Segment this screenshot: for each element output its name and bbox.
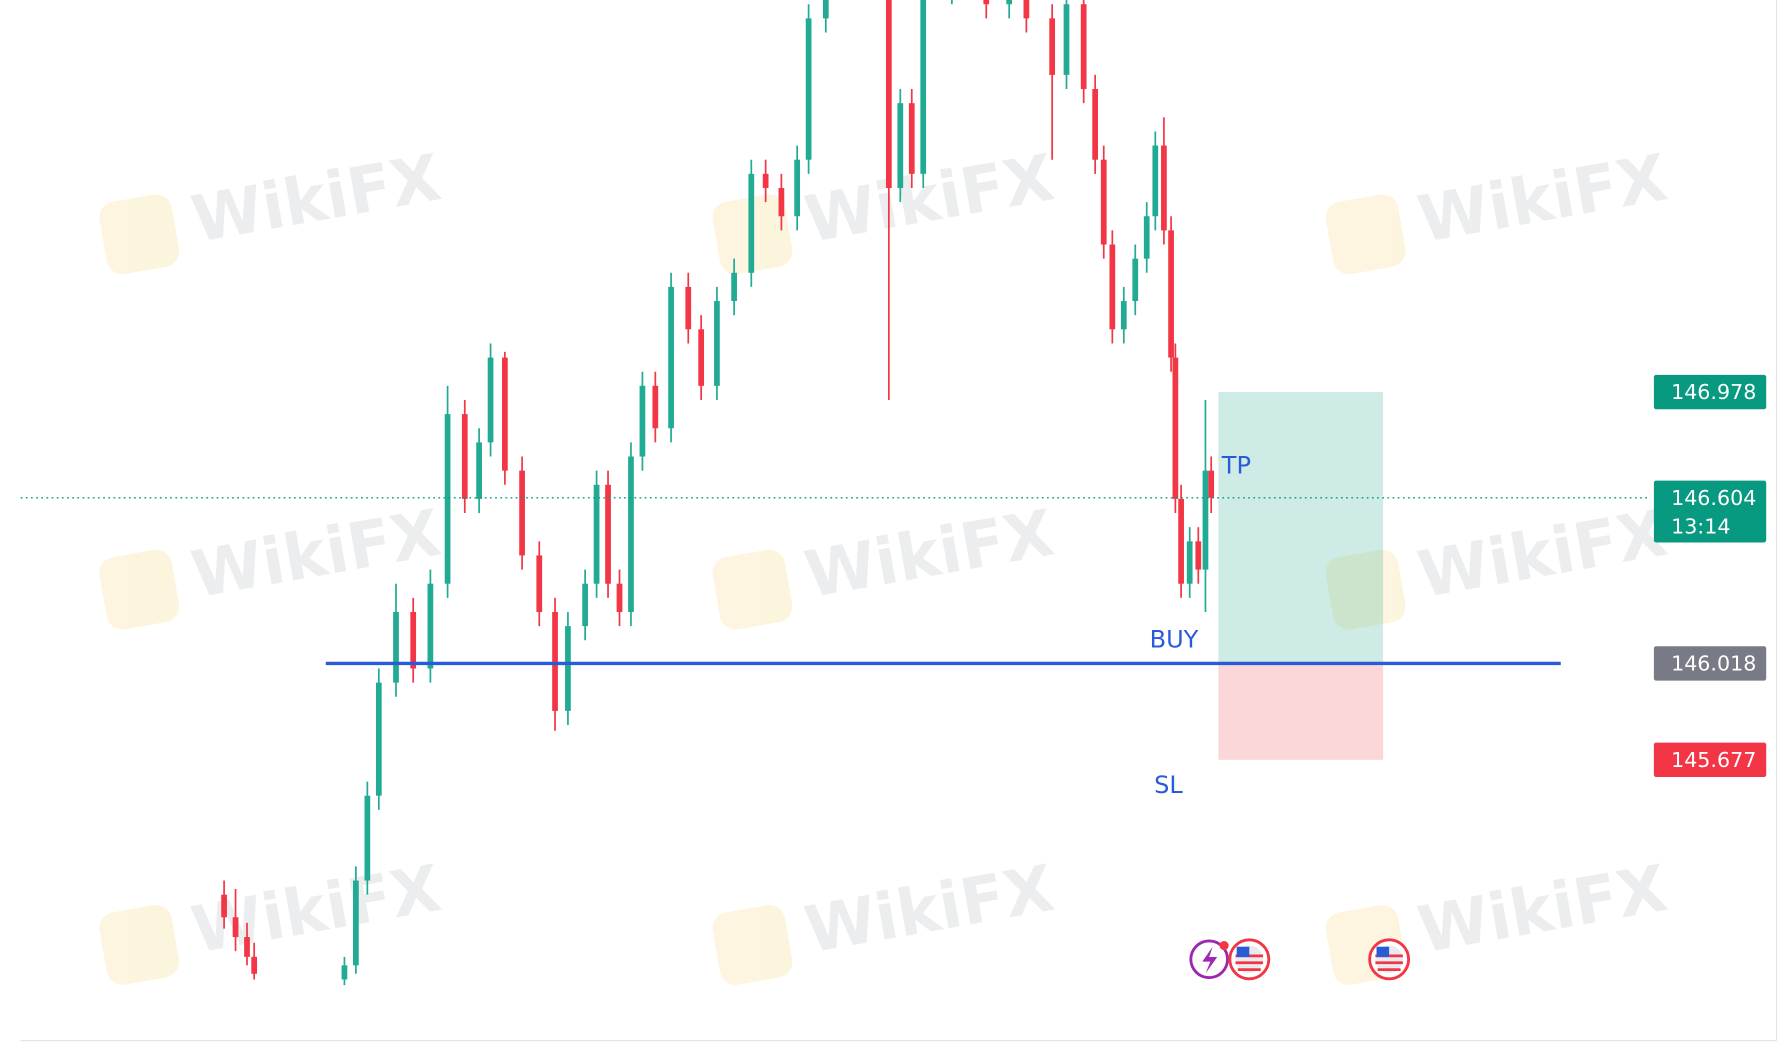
- candle-body: [920, 0, 927, 174]
- candle-body: [1023, 0, 1030, 19]
- event-icons[interactable]: [1189, 938, 1411, 981]
- candle-body: [1120, 301, 1127, 330]
- candle-body: [1168, 230, 1174, 358]
- candle-body: [221, 894, 227, 918]
- candle-body: [731, 272, 737, 302]
- price-badge: [1653, 480, 1767, 543]
- price-badge-label: 146.018: [1671, 652, 1756, 676]
- candle-body: [364, 795, 371, 881]
- candle-body: [685, 286, 692, 330]
- candle-body: [1080, 4, 1087, 90]
- candle-body: [353, 880, 359, 966]
- candle-body: [1186, 541, 1193, 584]
- candle-body: [1178, 498, 1184, 584]
- candle-body: [908, 103, 915, 174]
- take-profit-zone: [1218, 392, 1384, 664]
- candle-body: [244, 937, 250, 957]
- candle-body: [461, 414, 468, 499]
- candle-body: [1063, 4, 1070, 75]
- candle-body: [1161, 145, 1167, 231]
- candle-body: [1195, 541, 1202, 570]
- watermark-logo: [712, 549, 793, 630]
- watermark-logo: [712, 904, 793, 985]
- candle-body: [668, 286, 674, 429]
- candle-body: [565, 626, 571, 711]
- candle-body: [885, 0, 892, 188]
- price-badge-label: 145.677: [1671, 748, 1756, 772]
- price-badge: [1653, 646, 1767, 681]
- sl-label: SL: [1154, 771, 1183, 799]
- candle-body: [628, 456, 634, 612]
- candle-body: [410, 611, 417, 669]
- price-badge-timer: 13:14: [1671, 515, 1730, 539]
- candle-body: [1092, 89, 1099, 160]
- candle-body: [1152, 145, 1159, 217]
- candle-body: [794, 159, 801, 217]
- candle-body: [519, 470, 525, 556]
- candle-body: [983, 0, 990, 5]
- candle-body: [232, 917, 239, 938]
- tp-label: TP: [1221, 452, 1251, 480]
- candle-body: [1143, 216, 1150, 259]
- candle-body: [1132, 258, 1139, 302]
- candle-body: [552, 611, 558, 711]
- candle-body: [652, 385, 659, 429]
- watermark-logo: [1325, 549, 1406, 630]
- candle-body: [502, 357, 508, 471]
- candle-body: [393, 611, 399, 683]
- candle-body: [778, 187, 785, 217]
- candle-body: [1202, 470, 1209, 570]
- candle-body: [805, 18, 812, 160]
- watermark-logo: [1325, 194, 1406, 275]
- candle-body: [444, 414, 451, 584]
- candle-body: [1109, 244, 1116, 330]
- candle-body: [251, 956, 258, 974]
- candle-body: [616, 583, 623, 612]
- candle-body: [1006, 0, 1013, 5]
- candle-body: [593, 484, 600, 584]
- stop-loss-zone: [1218, 663, 1384, 760]
- candle-body: [1172, 357, 1179, 499]
- candle-body: [639, 385, 646, 457]
- candle-body: [487, 357, 494, 443]
- candle-body: [1100, 159, 1107, 245]
- watermark-logo: [99, 904, 180, 985]
- price-badge: [1653, 374, 1767, 410]
- candle-body: [605, 484, 611, 584]
- candle-body: [698, 329, 705, 386]
- candle-body: [748, 173, 755, 273]
- candle-body: [476, 442, 482, 499]
- candle-body: [582, 583, 588, 627]
- candle-body: [762, 173, 769, 188]
- candle-body: [1049, 18, 1056, 75]
- price-badge-label: 146.604: [1671, 486, 1756, 510]
- price-badge: [1653, 742, 1767, 778]
- candle-body: [375, 682, 382, 796]
- candle-body: [427, 583, 434, 669]
- candle-body: [822, 0, 829, 19]
- watermark-logo: [99, 549, 180, 630]
- candle-body: [897, 103, 904, 188]
- watermark-logo: [99, 194, 180, 275]
- buy-label: BUY: [1150, 626, 1199, 654]
- candle-body: [714, 301, 720, 386]
- candle-body: [1208, 470, 1215, 498]
- price-badge-label: 146.978: [1671, 380, 1756, 404]
- candle-body: [536, 555, 543, 612]
- candle-body: [341, 965, 348, 980]
